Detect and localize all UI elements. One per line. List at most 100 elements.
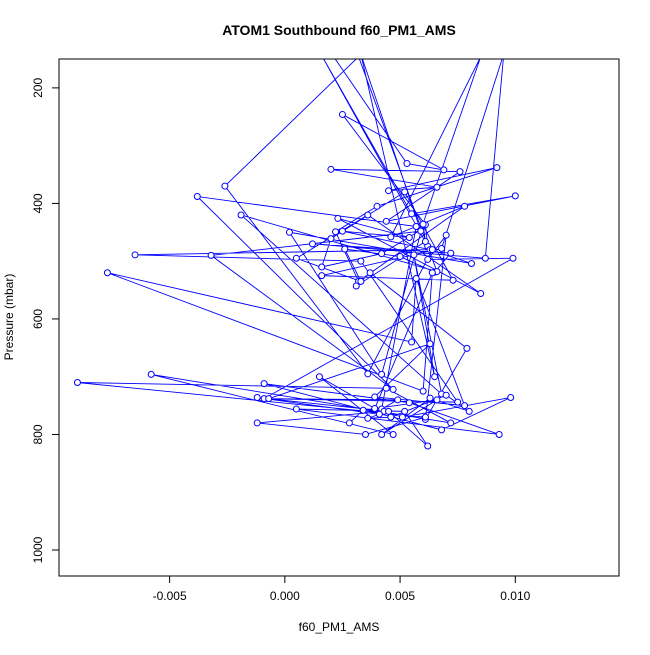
data-point [419,220,427,228]
data-point [511,192,519,200]
data-point [493,164,501,172]
data-point [509,254,517,262]
data-point [341,245,349,253]
data-point [315,373,323,381]
data-point [421,238,429,246]
data-point [401,407,409,415]
data-point [338,227,346,235]
data-point [426,394,434,402]
data-point [73,378,81,386]
data-point [292,254,300,262]
data-point [378,250,386,258]
data-point [426,340,434,348]
data-point [371,393,379,401]
data-point [468,259,476,267]
data-point [103,269,111,277]
data-point [394,396,402,404]
y-tick-label: 1000 [31,536,45,563]
x-tick-label: 0.005 [385,589,415,603]
data-point [207,251,215,259]
data-point [292,405,300,413]
data-point [431,373,439,381]
data-point [332,228,340,236]
data-point [398,413,406,421]
data-point [465,407,473,415]
data-point [433,183,441,191]
plot-area [73,59,519,450]
data-point [327,235,335,243]
data-point [378,370,386,378]
data-point [364,370,372,378]
data-point [454,398,462,406]
data-point [345,419,353,427]
data-point [438,426,446,434]
data-point [253,394,261,402]
data-point [405,233,413,241]
data-point [401,188,409,196]
data-point [327,165,335,173]
data-point [495,430,503,438]
data-point [253,419,261,427]
x-tick-label: -0.005 [153,589,187,603]
chart-title: ATOM1 Southbound f60_PM1_AMS [222,22,456,38]
data-point [405,399,413,407]
data-point [382,384,390,392]
data-point [389,385,397,393]
data-point [408,210,416,218]
data-point [507,394,515,402]
data-point [419,387,427,395]
plot-frame [58,58,620,577]
data-point [442,231,450,239]
x-tick-label: 0.010 [500,589,530,603]
data-point [456,168,464,176]
data-point [385,407,393,415]
data-point [193,192,201,200]
data-point [387,233,395,241]
data-point [433,396,441,404]
x-axis-label: f60_PM1_AMS [299,620,380,634]
data-point [338,110,346,118]
data-point [389,430,397,438]
data-point [428,246,436,254]
data-point [440,166,448,174]
data-point [309,240,316,248]
data-point [334,214,342,222]
data-point [373,202,381,210]
data-point [412,223,420,231]
data-point [387,413,395,421]
y-tick-label: 200 [31,78,45,98]
data-point [447,249,455,257]
data-point [421,413,429,421]
y-axis: 200 400 600 800 1000 [31,78,60,563]
data-point [237,211,245,219]
data-point [396,253,404,261]
data-point [403,160,411,168]
data-point [412,275,420,283]
data-point [364,211,372,219]
data-point [378,430,386,438]
y-tick-label: 400 [31,193,45,213]
data-point [424,255,432,263]
data-point [357,277,365,285]
data-point [364,414,372,422]
data-point [410,251,418,259]
data-point [318,263,326,271]
data-point [366,269,374,277]
data-point [265,395,273,403]
data-point [318,272,326,280]
data-point [362,430,369,438]
data-point [357,257,365,265]
data-point [147,370,155,378]
series-line [77,59,516,447]
data-point [461,402,469,410]
y-axis-label: Pressure (mbar) [2,274,16,361]
y-tick-label: 600 [31,309,45,329]
data-point [424,442,432,450]
data-point [481,254,489,262]
data-point [221,182,229,190]
data-point [382,217,390,225]
data-point [447,419,455,427]
data-point [375,410,383,418]
data-point [371,404,379,412]
